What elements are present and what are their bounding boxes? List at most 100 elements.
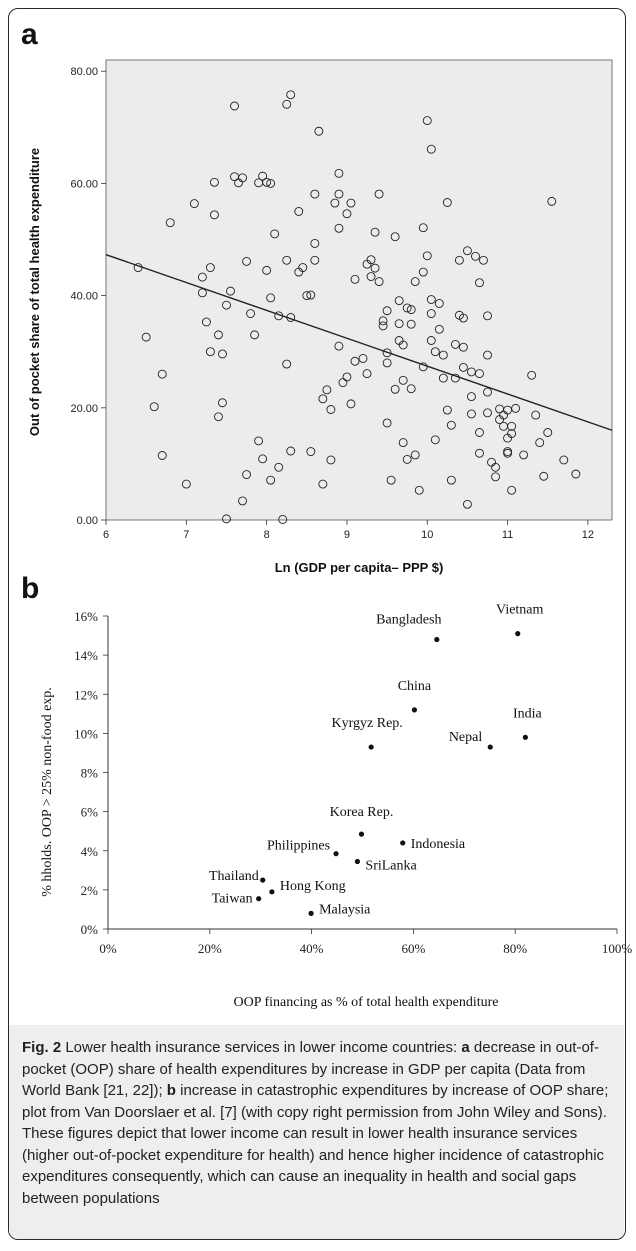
chart-a-point — [213, 330, 223, 340]
chart-a-point — [406, 305, 416, 315]
chart-a-point — [471, 251, 480, 261]
chart-b-point — [487, 744, 493, 750]
chart-b-point-label: Indonesia — [411, 837, 466, 852]
chart-b-xlabel: OOP financing as % of total health expen… — [233, 995, 498, 1010]
chart-a-point — [201, 317, 211, 327]
chart-a-point — [370, 227, 380, 237]
chart-a-point — [286, 446, 296, 456]
panel-label-b: b — [21, 572, 40, 605]
chart-a-point — [559, 455, 569, 465]
chart-a-point — [527, 370, 537, 380]
chart-a-point — [149, 402, 159, 412]
chart-a-point — [382, 358, 392, 368]
chart-a-point — [282, 255, 292, 265]
chart-a-point — [157, 451, 167, 460]
chart-b-point-label: Nepal — [449, 730, 483, 745]
chart-a-point — [226, 286, 235, 296]
chart-a-point — [539, 471, 549, 481]
chart-a-point — [475, 278, 484, 288]
chart-b-ytick-label: 10% — [74, 726, 98, 741]
chart-a-point — [246, 309, 256, 319]
chart-a-point — [310, 255, 320, 265]
chart-a-point — [342, 372, 352, 382]
chart-b-point — [368, 744, 374, 750]
chart-a-point — [394, 319, 404, 329]
chart-a-point — [322, 385, 332, 395]
chart-b-point-label: SriLanka — [365, 859, 417, 874]
chart-b-ytick-label: 12% — [74, 687, 98, 702]
chart-a-xtick-label: 8 — [264, 529, 270, 541]
chart-a-point — [213, 412, 223, 422]
chart-a-ylabel: Out of pocket share of total health expe… — [27, 148, 42, 436]
chart-b-point — [411, 707, 418, 713]
chart-a-point — [422, 251, 432, 261]
chart-a-point — [438, 350, 448, 360]
chart-a-point — [426, 336, 436, 345]
chart-a-xtick-label: 7 — [183, 529, 189, 541]
chart-a-point — [475, 428, 484, 437]
chart-a-point — [462, 499, 472, 509]
chart-b-xtick-label: 100% — [602, 941, 633, 956]
chart-a-point — [189, 199, 199, 209]
chart-b-point-label: Hong Kong — [280, 879, 346, 894]
figure-caption: Fig. 2 Lower health insurance services i… — [22, 1037, 616, 1209]
chart-b-point — [269, 889, 275, 895]
chart-a-point — [242, 470, 252, 480]
chart-a-point — [426, 309, 436, 319]
chart-a-point — [181, 479, 191, 489]
caption-a-letter: a — [461, 1039, 470, 1056]
chart-a-point — [378, 316, 388, 326]
chart-a-point — [475, 448, 484, 458]
chart-a-point — [519, 450, 529, 460]
chart-a-point — [394, 296, 404, 306]
chart-b-xtick-label: 80% — [503, 941, 527, 956]
chart-b-point — [400, 840, 406, 846]
chart-a-point — [410, 450, 420, 460]
chart-b-ytick-label: 16% — [74, 609, 98, 624]
chart-a-point — [507, 429, 517, 439]
chart-a-point — [406, 384, 416, 394]
chart-a-point — [238, 496, 247, 506]
chart-a-point — [454, 255, 464, 265]
chart-a-point — [446, 420, 456, 430]
chart-b-point — [256, 896, 262, 902]
chart-a-point — [197, 272, 207, 282]
chart-a-point — [278, 514, 288, 524]
chart-a-point — [366, 272, 376, 281]
chart-a-point — [346, 399, 356, 409]
chart-b-xtick-label: 60% — [401, 941, 425, 956]
chart-b-xtick-label: 20% — [198, 941, 222, 956]
chart-a-point — [238, 173, 247, 183]
chart-a-point — [230, 101, 239, 111]
chart-a-point — [402, 454, 412, 464]
chart-a-point — [350, 356, 360, 366]
chart-a-point — [378, 321, 388, 331]
chart-a-point — [398, 438, 408, 448]
chart-b-point — [358, 831, 365, 837]
chart-a-point — [358, 353, 368, 363]
chart-a-point — [414, 485, 424, 495]
chart-a-point — [382, 306, 392, 316]
chart-a-point — [418, 267, 428, 277]
chart-a-point — [274, 462, 284, 472]
chart-b-point-label: Kyrgyz Rep. — [332, 716, 403, 731]
chart-a-point — [266, 293, 276, 303]
chart-a-point — [222, 514, 231, 524]
caption-fig-label: Fig. 2 — [22, 1039, 62, 1056]
chart-a-point — [270, 229, 280, 239]
chart-a-point — [374, 189, 384, 199]
chart-a-point — [342, 209, 352, 219]
chart-a-point — [330, 198, 340, 208]
chart-a-ytick-label: 20.00 — [70, 403, 98, 415]
chart-a-point — [535, 438, 545, 448]
chart-b-point — [522, 734, 528, 740]
chart-a-xtick-label: 9 — [344, 529, 350, 541]
chart-a-point — [222, 300, 231, 310]
chart-a-point — [302, 291, 312, 301]
chart-a-point — [306, 447, 316, 457]
chart-a-point — [165, 218, 175, 228]
chart-a-point — [266, 178, 276, 188]
chart-b-point — [434, 636, 440, 643]
caption-a-text: decrease in out-of-pocket (OOP) share of… — [22, 1039, 599, 1099]
chart-b-ytick-label: 4% — [81, 844, 99, 859]
